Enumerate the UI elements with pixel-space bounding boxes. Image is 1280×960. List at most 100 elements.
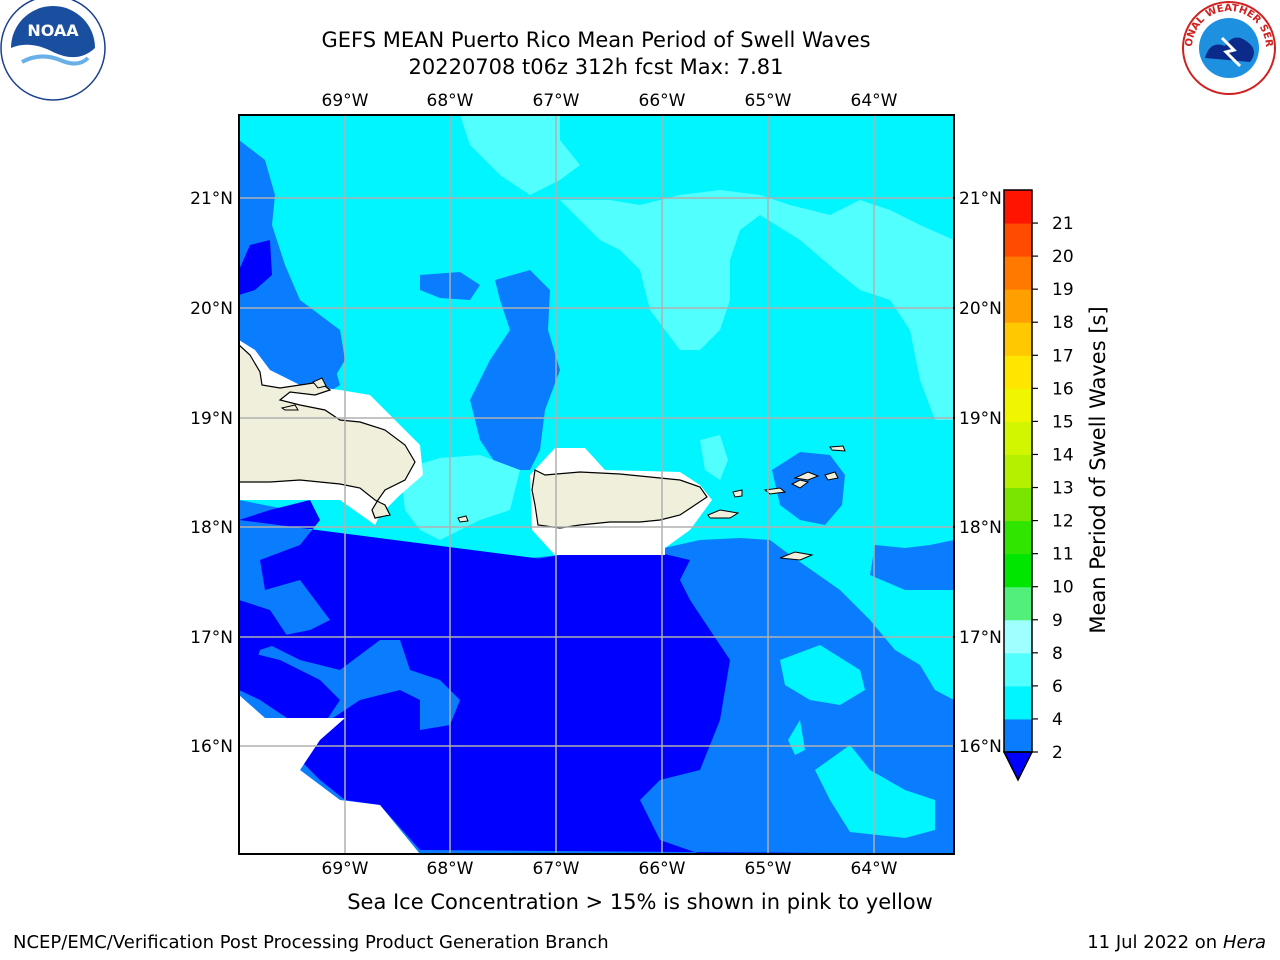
lon-label-top: 64°W bbox=[851, 91, 898, 111]
lat-label-right: 21°N bbox=[959, 189, 1002, 209]
nws-logo: NATIONAL WEATHER SERVICE bbox=[0, 0, 1276, 95]
land-vieques bbox=[707, 509, 740, 519]
land-hispaniola bbox=[239, 344, 416, 519]
land-vg bbox=[824, 471, 839, 481]
contour-4-6-channel bbox=[470, 270, 560, 470]
lon-labels-top: 69°W 68°W 67°W 66°W 65°W 64°W bbox=[322, 91, 898, 111]
chart-title: GEFS MEAN Puerto Rico Mean Period of Swe… bbox=[321, 28, 871, 52]
swell-period-field bbox=[239, 115, 954, 854]
colorbar-tick-label: 10 bbox=[1052, 578, 1074, 598]
noaa-logo: NOAA bbox=[0, 0, 106, 101]
footer-branch: NCEP/EMC/Verification Post Processing Pr… bbox=[13, 932, 609, 953]
colorbar-tick-label: 4 bbox=[1052, 710, 1063, 730]
lat-label-right: 16°N bbox=[959, 737, 1002, 757]
colorbar-segment bbox=[1004, 223, 1032, 257]
contour-2-4-sw bbox=[239, 650, 340, 730]
sea-ice-caption: Sea Ice Concentration > 15% is shown in … bbox=[347, 890, 933, 914]
colorbar-tick-label: 21 bbox=[1052, 214, 1074, 234]
footer-date-text: 11 Jul 2022 on bbox=[1087, 932, 1223, 953]
colorbar-segment bbox=[1004, 619, 1032, 654]
lat-labels-right: 21°N 20°N 19°N 18°N 17°N 16°N bbox=[959, 189, 1002, 757]
land-islet-mona bbox=[457, 515, 469, 523]
colorbar-tick-label: 11 bbox=[1052, 545, 1074, 565]
nws-logo-text: NATIONAL WEATHER SERVICE bbox=[0, 0, 1274, 48]
lon-label-top: 68°W bbox=[427, 91, 474, 111]
contour-8-9-b bbox=[560, 190, 954, 420]
land-islet-1 bbox=[312, 377, 327, 389]
lat-label-left: 20°N bbox=[190, 299, 233, 319]
colorbar-tick-label: 15 bbox=[1052, 412, 1074, 432]
contour-2-4-nw bbox=[239, 240, 272, 295]
lat-label-right: 20°N bbox=[959, 299, 1002, 319]
footer-date: 11 Jul 2022 on Hera bbox=[1087, 932, 1266, 953]
lon-label-top: 69°W bbox=[322, 91, 369, 111]
lon-label-top: 67°W bbox=[533, 91, 580, 111]
lat-label-left: 21°N bbox=[190, 189, 233, 209]
lon-label-top: 65°W bbox=[745, 91, 792, 111]
colorbar-segment bbox=[1004, 487, 1032, 522]
contour-8-9-c bbox=[400, 455, 520, 540]
colorbar-frame bbox=[1003, 189, 1033, 753]
lon-label-bottom: 68°W bbox=[427, 859, 474, 879]
contour-6-8-south-a bbox=[780, 645, 865, 705]
lat-label-left: 18°N bbox=[190, 518, 233, 538]
colorbar-segment bbox=[1004, 553, 1032, 588]
lon-label-bottom: 65°W bbox=[745, 859, 792, 879]
lat-label-right: 18°N bbox=[959, 518, 1002, 538]
colorbar-segment bbox=[1004, 586, 1032, 621]
lat-label-right: 19°N bbox=[959, 409, 1002, 429]
colorbar-segment bbox=[1004, 652, 1032, 687]
lon-label-bottom: 69°W bbox=[322, 859, 369, 879]
colorbar-tick-label: 6 bbox=[1052, 677, 1063, 697]
contour-8-9-d bbox=[700, 435, 728, 480]
colorbar-segment bbox=[1004, 685, 1032, 720]
colorbar-segment bbox=[1004, 289, 1032, 323]
contour-8-9-a bbox=[460, 115, 580, 195]
land-puertorico bbox=[531, 469, 708, 529]
lon-label-top: 66°W bbox=[639, 91, 686, 111]
colorbar-segment bbox=[1004, 190, 1032, 224]
colorbar-tick-label: 17 bbox=[1052, 346, 1074, 366]
colorbar-segment bbox=[1004, 355, 1032, 389]
colorbar-tick-label: 14 bbox=[1052, 445, 1074, 465]
lon-label-bottom: 66°W bbox=[639, 859, 686, 879]
lat-label-left: 16°N bbox=[190, 737, 233, 757]
noaa-logo-text: NOAA bbox=[27, 21, 79, 40]
colorbar-segment bbox=[1004, 454, 1032, 489]
land-islet-2 bbox=[280, 404, 299, 411]
colorbar-tick-label: 20 bbox=[1052, 247, 1074, 267]
colorbar-segment bbox=[1004, 256, 1032, 290]
lat-label-right: 17°N bbox=[959, 628, 1002, 648]
colorbar-label: Mean Period of Swell Waves [s] bbox=[1086, 306, 1110, 634]
colorbar-extend-arrow bbox=[1002, 751, 1034, 782]
lon-label-bottom: 64°W bbox=[851, 859, 898, 879]
plot-frame bbox=[238, 114, 955, 855]
colorbar-tick-label: 19 bbox=[1052, 280, 1074, 300]
colorbar-segment bbox=[1004, 421, 1032, 455]
colorbar-segment bbox=[1004, 322, 1032, 356]
colorbar-tick-label: 8 bbox=[1052, 644, 1063, 664]
nodata-sw bbox=[239, 695, 420, 854]
contour-2-4 bbox=[239, 500, 954, 854]
footer-host: Hera bbox=[1222, 932, 1266, 953]
colorbar: 2 4 6 8 9 10 11 12 13 14 15 16 17 18 19 20 21 bbox=[1002, 189, 1074, 782]
colorbar-tick-label: 12 bbox=[1052, 512, 1074, 532]
lat-label-left: 17°N bbox=[190, 628, 233, 648]
colorbar-segment bbox=[1004, 718, 1032, 753]
land-stjohn bbox=[790, 479, 810, 489]
contour-4-6-vi bbox=[772, 452, 845, 525]
colorbar-tick-label: 2 bbox=[1052, 743, 1063, 763]
colorbar-tick-label: 18 bbox=[1052, 313, 1074, 333]
colorbar-tick-label: 16 bbox=[1052, 379, 1074, 399]
land-stcroix bbox=[779, 551, 814, 561]
colorbar-segment bbox=[1004, 388, 1032, 422]
lat-labels-left: 21°N 20°N 19°N 18°N 17°N 16°N bbox=[190, 189, 233, 757]
lat-label-left: 19°N bbox=[190, 409, 233, 429]
lon-labels-bottom: 69°W 68°W 67°W 66°W 65°W 64°W bbox=[322, 859, 898, 879]
land-tortola bbox=[793, 471, 820, 481]
chart-subtitle: 20220708 t06z 312h fcst Max: 7.81 bbox=[408, 55, 784, 79]
contour-6-8-south-b bbox=[815, 745, 935, 838]
grid-lines bbox=[239, 115, 954, 854]
colorbar-tick-label: 9 bbox=[1052, 611, 1063, 631]
